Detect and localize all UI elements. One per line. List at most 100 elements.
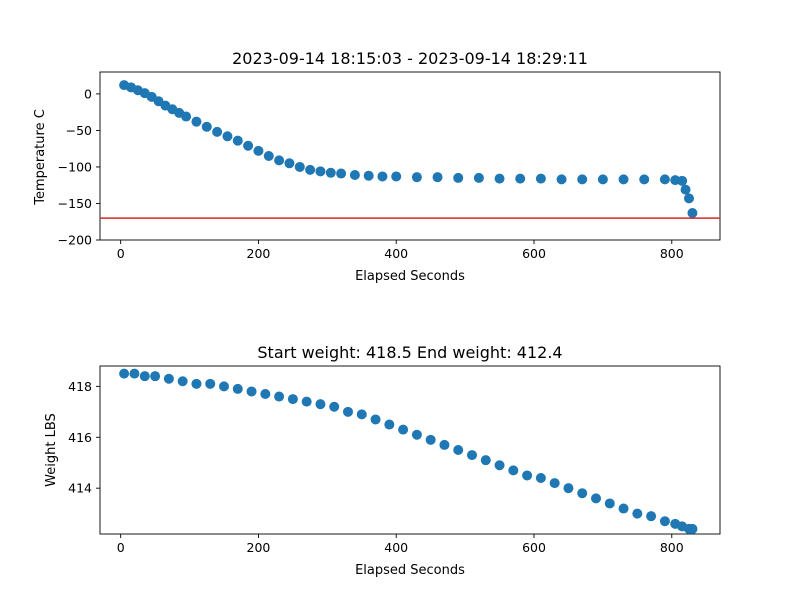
weight-data-point <box>274 391 285 402</box>
temperature-data-point <box>243 140 254 151</box>
weight-data-point <box>384 419 395 430</box>
temperature-y-tick-label: −150 <box>58 196 92 211</box>
weight-data-point <box>467 450 477 461</box>
temperature-data-point <box>453 172 464 183</box>
temperature-data-point <box>391 171 402 182</box>
weight-data-point <box>646 511 657 522</box>
weight-data-point <box>535 473 546 483</box>
temperature-y-tick-label: −50 <box>66 123 92 138</box>
weight-data-point <box>329 401 340 412</box>
weight-y-tick-label: 416 <box>68 430 92 445</box>
weight-data-point <box>139 371 150 382</box>
temperature-data-point <box>294 161 305 172</box>
temperature-data-point <box>473 172 484 183</box>
temperature-data-point <box>263 151 274 161</box>
weight-data-point <box>232 383 243 394</box>
weight-data-point <box>301 396 312 407</box>
weight-data-point <box>205 378 216 389</box>
weight-data-point <box>577 488 588 499</box>
weight-data-point <box>563 483 574 494</box>
weight-data-point <box>356 409 367 420</box>
weight-y-tick-label: 418 <box>68 379 92 394</box>
temperature-data-point <box>284 158 295 169</box>
temperature-x-tick-label: 400 <box>384 246 408 261</box>
temperature-x-tick-label: 600 <box>522 246 546 261</box>
temperature-data-point <box>618 174 629 185</box>
weight-x-tick-label: 0 <box>117 540 125 555</box>
weight-data-point <box>398 424 409 435</box>
temperature-x-tick-label: 800 <box>660 246 684 261</box>
weight-data-point <box>370 414 381 425</box>
temperature-data-point <box>232 135 243 146</box>
temperature-data-point <box>556 174 567 185</box>
weight-data-point <box>618 503 629 514</box>
temperature-data-point <box>363 170 374 181</box>
weight-data-point <box>163 373 174 384</box>
weight-data-point <box>219 381 229 392</box>
weight-data-point <box>632 508 643 519</box>
temperature-y-axis-label: Temperature C <box>33 109 48 206</box>
weight-x-axis-label: Elapsed Seconds <box>355 563 465 578</box>
weight-data-point <box>260 389 271 399</box>
weight-x-tick-label: 200 <box>247 540 271 555</box>
weight-data-point <box>150 371 161 382</box>
temperature-y-tick-label: 0 <box>84 86 92 101</box>
temperature-data-point <box>680 184 691 195</box>
temperature-data-point <box>181 111 192 122</box>
temperature-data-point <box>305 164 316 175</box>
weight-data-point <box>411 429 422 440</box>
temperature-y-tick-label: −100 <box>58 159 92 174</box>
temperature-data-point <box>659 174 670 185</box>
temperature-data-point <box>349 169 360 180</box>
temperature-data-point <box>222 131 233 142</box>
weight-subplot: Start weight: 418.5 End weight: 412.4 El… <box>44 343 721 578</box>
temperature-data-point <box>377 171 388 182</box>
weight-data-point <box>522 470 533 481</box>
weight-data-point <box>191 378 202 389</box>
temperature-data-point <box>515 173 526 184</box>
weight-data-point <box>687 523 698 534</box>
temperature-plot-frame <box>99 71 721 241</box>
temperature-data-point <box>336 168 347 179</box>
temperature-marks: 0 200 400 600 800 0 −50 −100 −150 −200 <box>58 71 721 261</box>
weight-data-point <box>591 493 601 504</box>
temperature-x-tick-label: 0 <box>117 246 125 261</box>
temperature-data-point <box>201 121 212 132</box>
temperature-data-point <box>684 193 694 204</box>
temperature-data-point <box>577 174 588 185</box>
weight-data-point <box>604 498 615 509</box>
temperature-data-point <box>687 207 698 218</box>
weight-data-point <box>343 406 353 417</box>
temperature-data-point <box>325 167 336 178</box>
temperature-data-point <box>494 173 505 184</box>
temperature-data-point <box>535 173 546 184</box>
weight-data-point <box>659 516 670 527</box>
weight-data-point <box>177 376 188 387</box>
weight-y-tick-label: 414 <box>68 481 92 496</box>
temperature-x-tick-label: 200 <box>247 246 271 261</box>
temperature-data-point <box>212 126 223 137</box>
temperature-subplot: 2023-09-14 18:15:03 - 2023-09-14 18:29:1… <box>33 49 721 284</box>
temperature-data-point <box>315 166 326 177</box>
weight-marks: 0 200 400 600 800 418 416 414 <box>68 365 721 555</box>
temperature-chart-title: 2023-09-14 18:15:03 - 2023-09-14 18:29:1… <box>232 49 588 68</box>
weight-data-point <box>549 478 560 489</box>
weight-data-point <box>425 434 436 445</box>
weight-data-point <box>494 460 505 471</box>
weight-data-point <box>508 465 519 476</box>
weight-data-point <box>453 445 464 455</box>
weight-x-tick-label: 600 <box>522 540 546 555</box>
temperature-data-point <box>191 116 202 127</box>
weight-chart-title: Start weight: 418.5 End weight: 412.4 <box>257 343 562 362</box>
weight-data-point <box>287 394 298 405</box>
temperature-data-point <box>253 145 264 156</box>
weight-data-point <box>246 386 257 397</box>
weight-data-point <box>129 368 140 379</box>
temperature-y-tick-label: −200 <box>58 233 92 248</box>
temperature-data-point <box>274 155 285 166</box>
weight-data-point <box>119 368 130 379</box>
weight-plot-frame <box>99 365 721 535</box>
temperature-data-point <box>411 172 422 183</box>
